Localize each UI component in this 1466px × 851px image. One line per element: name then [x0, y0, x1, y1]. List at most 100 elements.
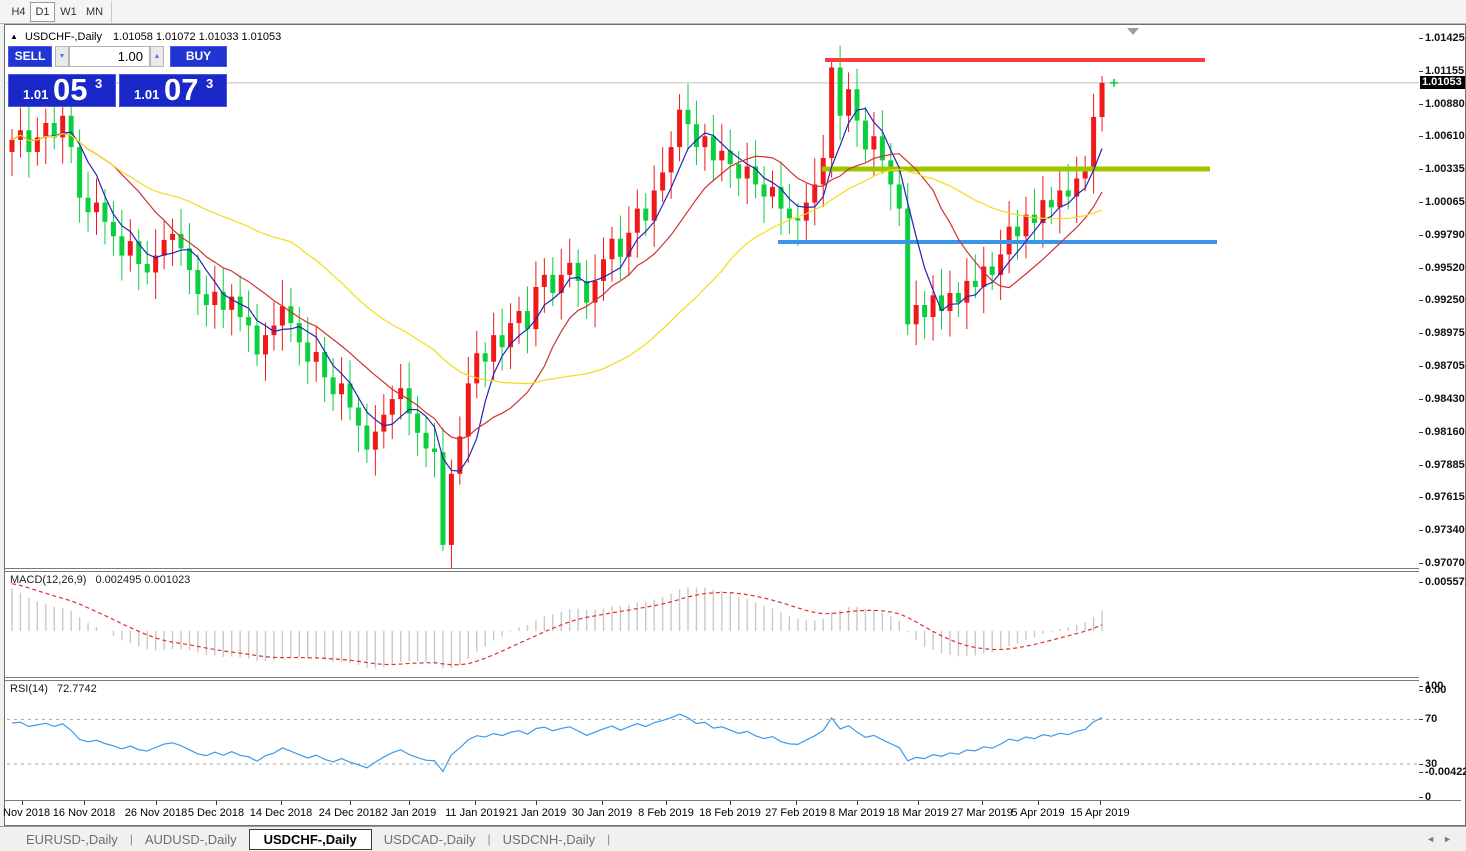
date-axis-tick: [1100, 801, 1101, 805]
tab-audusd[interactable]: AUDUSD-,Daily: [144, 831, 237, 847]
price-axis-label: 0.97885: [1425, 458, 1465, 471]
price-axis-label-tick: [1419, 103, 1423, 105]
price-axis-label: 1.00335: [1425, 163, 1465, 176]
chart-collapse-icon[interactable]: ▲: [10, 32, 18, 41]
price-axis-label-tick: [1419, 169, 1423, 171]
price-axis-label: 0.99250: [1425, 294, 1465, 307]
chart-ohlc-readout: 1.01058 1.01072 1.01033 1.01053: [113, 31, 282, 43]
sell-price-pipette: 3: [95, 76, 103, 91]
tab-usdcnh[interactable]: USDCNH-,Daily: [502, 831, 596, 847]
price-axis-label: 1.00065: [1425, 195, 1465, 208]
buy-price-big-digits: 07: [164, 72, 199, 107]
date-axis-tick: [796, 801, 797, 805]
date-axis-tick: [84, 801, 85, 805]
rsi-name: RSI(14): [10, 683, 48, 695]
macd-label: MACD(12,26,9) 0.002495 0.001023: [10, 574, 190, 586]
current-price-tag: 1.01053: [1420, 76, 1465, 89]
date-axis-label: 18 Mar 2019: [887, 807, 949, 819]
price-chart-canvas[interactable]: [7, 28, 1419, 568]
tab-usdchf-active[interactable]: USDCHF-,Daily: [248, 828, 372, 850]
tab-separator: |: [487, 832, 491, 846]
price-axis-label: 1.01425: [1425, 32, 1465, 44]
date-axis-tick: [409, 801, 410, 805]
volume-input[interactable]: [69, 46, 150, 67]
price-axis-label-tick: [1419, 38, 1423, 39]
rsi-axis-label: 0: [1425, 791, 1432, 804]
date-axis-tick: [22, 801, 23, 805]
buy-price-button[interactable]: 1.01 07 3: [119, 72, 227, 107]
chart-window: [4, 24, 1466, 826]
price-axis-label-tick: [1419, 70, 1423, 72]
rsi-axis-label-tick: [1419, 686, 1423, 687]
sell-price-prefix: 1.01: [23, 87, 49, 102]
sell-price-button[interactable]: 1.01 05 3: [8, 72, 116, 107]
date-axis-label: 8 Mar 2019: [829, 807, 885, 819]
price-axis-label-tick: [1419, 497, 1423, 499]
buy-button[interactable]: BUY: [170, 46, 227, 67]
date-axis-tick: [918, 801, 919, 805]
price-axis-label-tick: [1419, 365, 1423, 367]
one-click-trading-widget: SELL ▼ ▲ BUY 1.01 05 3 1.01 07 3: [8, 45, 227, 112]
price-axis[interactable]: 1.01425 1.01155 1.00880 1.00610 1.00335 1.000…: [1419, 28, 1466, 804]
toolbar-separator: [111, 1, 112, 23]
rsi-pane-canvas[interactable]: [7, 681, 1419, 800]
price-axis-label: 0.97070: [1425, 557, 1465, 570]
rsi-label: RSI(14) 72.7742: [10, 683, 97, 695]
sell-button[interactable]: SELL: [8, 46, 52, 67]
rsi-axis-label-tick: [1419, 763, 1423, 765]
date-axis-label: 15 Apr 2019: [1070, 807, 1130, 819]
price-axis-label-tick: [1419, 136, 1423, 138]
volume-increase-button[interactable]: ▲: [150, 46, 164, 67]
date-axis-tick: [156, 801, 157, 805]
tab-scroll-left-icon[interactable]: ◄: [1426, 834, 1444, 844]
price-axis-label-tick: [1419, 399, 1423, 401]
chart-shift-marker-icon[interactable]: [1127, 28, 1139, 35]
price-axis-label: 0.98430: [1425, 393, 1465, 406]
timeframe-button-w1[interactable]: W1: [60, 6, 77, 18]
price-axis-label-tick: [1419, 333, 1423, 335]
date-axis-tick: [536, 801, 537, 805]
date-axis-label: 7 Nov 2018: [0, 807, 51, 819]
date-axis-label: 21 Jan 2019: [505, 807, 567, 819]
tab-eurusd[interactable]: EURUSD-,Daily: [26, 831, 118, 847]
volume-decrease-button[interactable]: ▼: [55, 46, 69, 67]
price-axis-label: 0.98975: [1425, 327, 1465, 340]
chart-tab-bar: EURUSD-,Daily | AUDUSD-,Daily USDCHF-,Da…: [0, 826, 1466, 851]
pane-divider-macd[interactable]: [5, 568, 1461, 572]
price-axis-label-tick: [1419, 464, 1423, 466]
rsi-axis-label: 100: [1425, 680, 1444, 692]
date-axis-tick: [666, 801, 667, 805]
date-axis-label: 2 Jan 2019: [381, 807, 437, 819]
price-axis-label: 0.98705: [1425, 359, 1465, 372]
macd-axis-label: -0.004224: [1425, 765, 1466, 778]
price-axis-label-tick: [1419, 530, 1423, 532]
tab-scroll-arrows[interactable]: ◄►: [1426, 834, 1460, 844]
date-axis-label: 27 Mar 2019: [951, 807, 1013, 819]
macd-pane-canvas[interactable]: [7, 572, 1419, 677]
tab-separator: |: [129, 832, 133, 846]
date-axis-label: 30 Jan 2019: [571, 807, 633, 819]
timeframe-button-d1[interactable]: D1: [30, 2, 55, 22]
macd-name: MACD(12,26,9): [10, 574, 87, 586]
timeframe-button-h4[interactable]: H4: [11, 6, 26, 18]
sell-price-big-digits: 05: [53, 72, 88, 107]
tab-usdcad[interactable]: USDCAD-,Daily: [383, 831, 476, 847]
date-axis-label: 26 Nov 2018: [124, 807, 188, 819]
price-axis-label-tick: [1419, 300, 1423, 302]
date-axis-label: 14 Dec 2018: [249, 807, 313, 819]
timeframe-button-mn[interactable]: MN: [85, 6, 104, 18]
price-axis-label-tick: [1419, 431, 1423, 433]
price-axis-label: 1.01155: [1425, 64, 1465, 77]
date-axis-tick: [1038, 801, 1039, 805]
pane-divider-rsi[interactable]: [5, 677, 1461, 681]
chart-title: ▲ USDCHF-,Daily 1.01058 1.01072 1.01033 …: [10, 31, 281, 43]
tab-scroll-right-icon[interactable]: ►: [1443, 834, 1460, 844]
macd-axis-label-tick: [1419, 771, 1423, 773]
date-axis-tick: [475, 801, 476, 805]
chart-symbol-label: USDCHF-,Daily: [24, 31, 102, 43]
price-axis-label: 0.99520: [1425, 261, 1465, 274]
buy-price-prefix: 1.01: [134, 87, 160, 102]
macd-values: 0.002495 0.001023: [95, 574, 191, 586]
